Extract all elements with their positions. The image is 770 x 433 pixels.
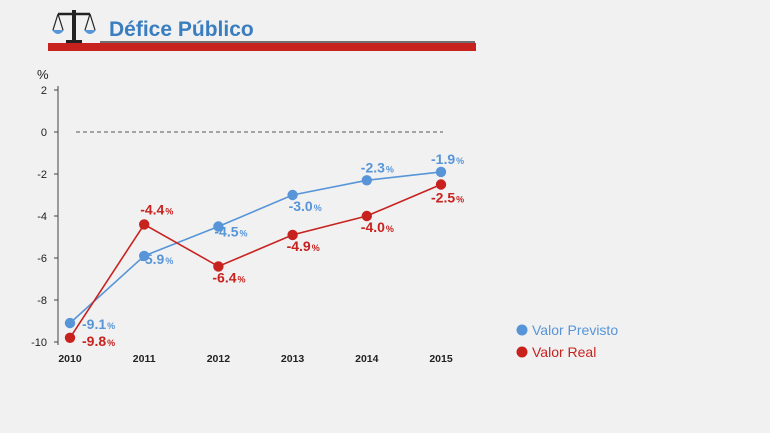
data-point-previsto [64,317,76,329]
data-label-previsto: -9.1% [82,316,115,332]
x-tick-label: 2013 [281,353,305,365]
data-label-previsto: -4.5% [214,224,247,240]
data-label-real: -4.9% [287,238,320,254]
y-tick-label: -4 [37,211,47,223]
x-tick-label: 2015 [429,353,453,365]
data-point-real [64,332,76,343]
data-label-previsto: -1.9% [431,151,464,167]
legend-marker-previsto [516,324,528,336]
y-tick-label: -8 [37,295,47,307]
series-lines [69,171,442,339]
series-points [64,166,447,343]
y-tick-label: -10 [31,337,47,349]
y-tick-label: 2 [41,85,47,97]
header: Défice Público [48,10,476,51]
data-point-real [213,261,224,272]
data-label-previsto: -2.3% [361,159,394,175]
title-red-bar [48,43,476,51]
data-label-real: -9.8% [82,333,115,349]
data-point-real [287,229,298,241]
data-point-previsto [287,189,298,201]
data-label-previsto: -5.9% [140,251,173,267]
series-line-previsto [69,171,442,324]
x-tick-label: 2014 [355,353,379,365]
legend: Valor Previsto Valor Real [516,322,618,360]
data-point-previsto [139,250,150,262]
x-tick-label: 2011 [133,353,156,365]
scales-icon [52,10,96,45]
data-label-real: -2.5% [431,190,464,206]
x-tick-label: 2012 [207,353,231,365]
data-labels: -9.1% -5.9% -4.5% -3.0% -2.3% -1.9% -9.8% -4.4%… [82,151,464,349]
data-label-previsto: -3.0% [289,198,322,214]
data-label-real: -4.4% [140,201,173,217]
data-label-real: -4.0% [361,219,394,235]
legend-label-real: Valor Real [532,344,596,360]
data-point-previsto [435,166,447,178]
data-label-real: -6.4% [212,269,245,285]
x-tick-label: 2010 [58,353,82,365]
x-ticks: 2010 2011 2012 2013 2014 2015 [58,353,453,365]
legend-marker-real [516,346,528,358]
data-point-previsto [361,175,372,186]
data-point-real [435,179,447,190]
data-point-previsto [213,221,224,232]
y-tick-label: -6 [37,253,47,265]
legend-label-previsto: Valor Previsto [532,322,618,338]
chart-title: Défice Público [109,18,254,41]
y-tick-label: -2 [37,169,47,181]
data-point-real [139,219,150,230]
y-tick-label: 0 [41,127,47,139]
series-line-real [69,183,442,339]
y-axis-label: % [37,67,49,82]
y-ticks: 2 0 -2 -4 -6 -8 -10 [31,85,58,349]
data-point-real [361,210,372,222]
